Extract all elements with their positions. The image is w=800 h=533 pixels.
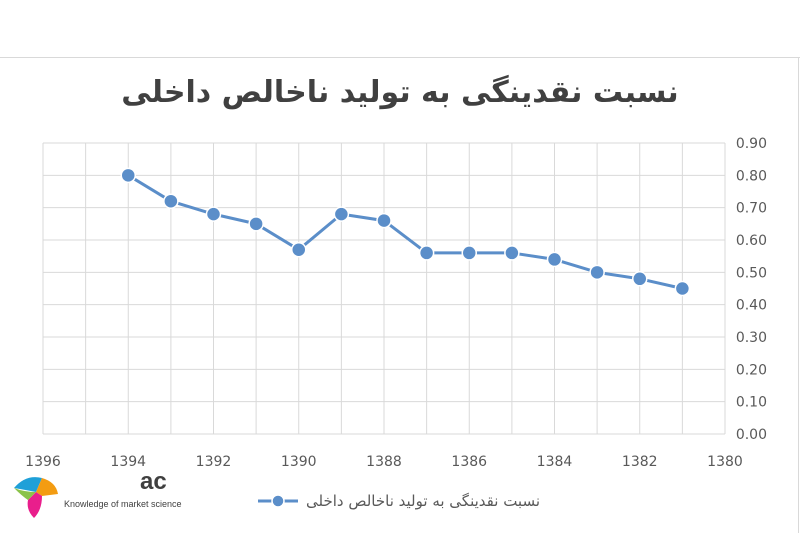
data-point [248,216,264,232]
logo-brand: ac [140,468,167,495]
y-tick-label: 0.00 [736,427,767,443]
data-point [163,193,179,209]
data-point [418,245,435,261]
y-tick-label: 0.20 [736,362,767,378]
watermark-logo: ac Knowledge of market science [12,468,182,524]
x-tick-label: 1382 [622,454,658,470]
frame-right-border [798,57,799,533]
x-tick-label: 1380 [707,454,743,470]
x-tick-label: 1394 [110,454,146,470]
x-tick-label: 1392 [196,454,232,470]
x-tick-label: 1384 [537,454,573,470]
x-tick-label: 1388 [366,454,402,470]
data-point [376,212,392,229]
y-tick-label: 0.90 [736,136,767,152]
data-point [589,264,605,281]
legend-label: نسبت نقدینگی به تولید ناخالص داخلی [306,492,541,510]
x-tick-label: 1390 [281,454,317,470]
y-tick-label: 0.40 [736,298,767,314]
logo-icon [14,477,58,518]
y-tick-label: 0.70 [736,201,767,217]
frame-top-border [0,57,800,58]
legend-marker-icon [258,494,298,508]
data-point [291,241,307,258]
data-point [632,271,648,287]
y-tick-label: 0.10 [736,395,767,411]
chart-legend: نسبت نقدینگی به تولید ناخالص داخلی [258,486,540,516]
y-tick-label: 0.60 [736,233,767,249]
data-point [205,206,222,222]
data-point [333,206,350,222]
data-point [546,251,563,268]
x-tick-label: 1386 [451,454,487,470]
chart-title: نسبت نقدینگی به تولید ناخالص داخلی [121,75,679,110]
y-tick-label: 0.30 [736,330,767,346]
data-point [504,245,520,261]
logo-tagline: Knowledge of market science [64,499,182,509]
y-tick-label: 0.50 [736,265,767,281]
data-point [461,245,477,261]
data-point [120,167,136,184]
y-tick-label: 0.80 [736,168,767,184]
x-tick-label: 1396 [25,454,61,470]
data-point [674,280,691,297]
